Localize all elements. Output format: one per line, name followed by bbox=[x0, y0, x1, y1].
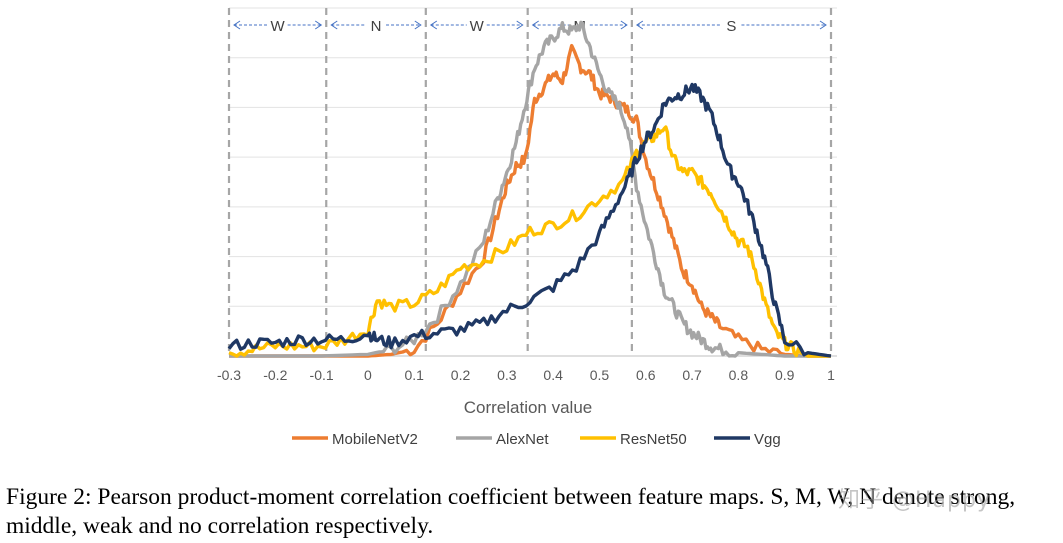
series-line-alexnet bbox=[229, 20, 831, 358]
x-tick-label: 0.3 bbox=[497, 367, 517, 383]
x-tick-label: 0.5 bbox=[590, 367, 610, 383]
arrowhead-left bbox=[233, 20, 241, 30]
x-tick-label: 0.9 bbox=[775, 367, 795, 383]
x-tick-label: 0 bbox=[364, 367, 372, 383]
region-label: S bbox=[726, 18, 736, 35]
x-tick-label: -0.2 bbox=[263, 367, 287, 383]
watermark-text: 知乎 @Happy bbox=[838, 488, 991, 513]
figure-caption: Figure 2: Pearson product-moment correla… bbox=[6, 484, 1016, 539]
x-tick-label: 0.7 bbox=[682, 367, 702, 383]
x-tick-label: -0.1 bbox=[310, 367, 334, 383]
arrowhead-right bbox=[620, 20, 628, 30]
series-lines bbox=[227, 20, 832, 358]
gridlines bbox=[229, 7, 837, 357]
legend-label: MobileNetV2 bbox=[332, 431, 418, 448]
series-line-vgg bbox=[227, 82, 832, 358]
region-label: N bbox=[371, 18, 382, 35]
x-tick-label: 0.2 bbox=[451, 367, 471, 383]
arrowhead-left bbox=[635, 20, 644, 30]
arrowhead-right bbox=[314, 20, 323, 30]
region-label: W bbox=[470, 18, 485, 35]
x-tick-label: 0.4 bbox=[543, 367, 563, 383]
arrowhead-right bbox=[819, 20, 827, 30]
arrowhead-right bbox=[414, 20, 422, 30]
region-label: W bbox=[271, 18, 286, 35]
legend-label: Vgg bbox=[754, 431, 781, 448]
x-tick-label: 0.6 bbox=[636, 367, 656, 383]
x-axis-ticks: -0.3 -0.2 -0.1 0 0.1 0.2 0.3 0.4 0.5 0.6 0.7 0.8 0.9… bbox=[217, 367, 835, 383]
arrowhead-left bbox=[330, 20, 338, 30]
legend-label: AlexNet bbox=[496, 431, 549, 448]
x-tick-label: 0.8 bbox=[729, 367, 749, 383]
x-tick-label: -0.3 bbox=[217, 367, 241, 383]
series-line-resnet50 bbox=[228, 125, 831, 358]
arrowhead-left bbox=[429, 20, 438, 30]
arrowhead-right bbox=[516, 20, 524, 30]
x-tick-label: 1 bbox=[827, 367, 835, 383]
x-tick-label: 0.1 bbox=[404, 367, 424, 383]
x-axis-title: Correlation value bbox=[464, 398, 593, 417]
legend-label: ResNet50 bbox=[620, 431, 687, 448]
arrowhead-left bbox=[531, 20, 539, 30]
series-line-mobilenetv2 bbox=[229, 43, 831, 358]
legend: MobileNetV2 AlexNet ResNet50 Vgg bbox=[292, 431, 781, 448]
